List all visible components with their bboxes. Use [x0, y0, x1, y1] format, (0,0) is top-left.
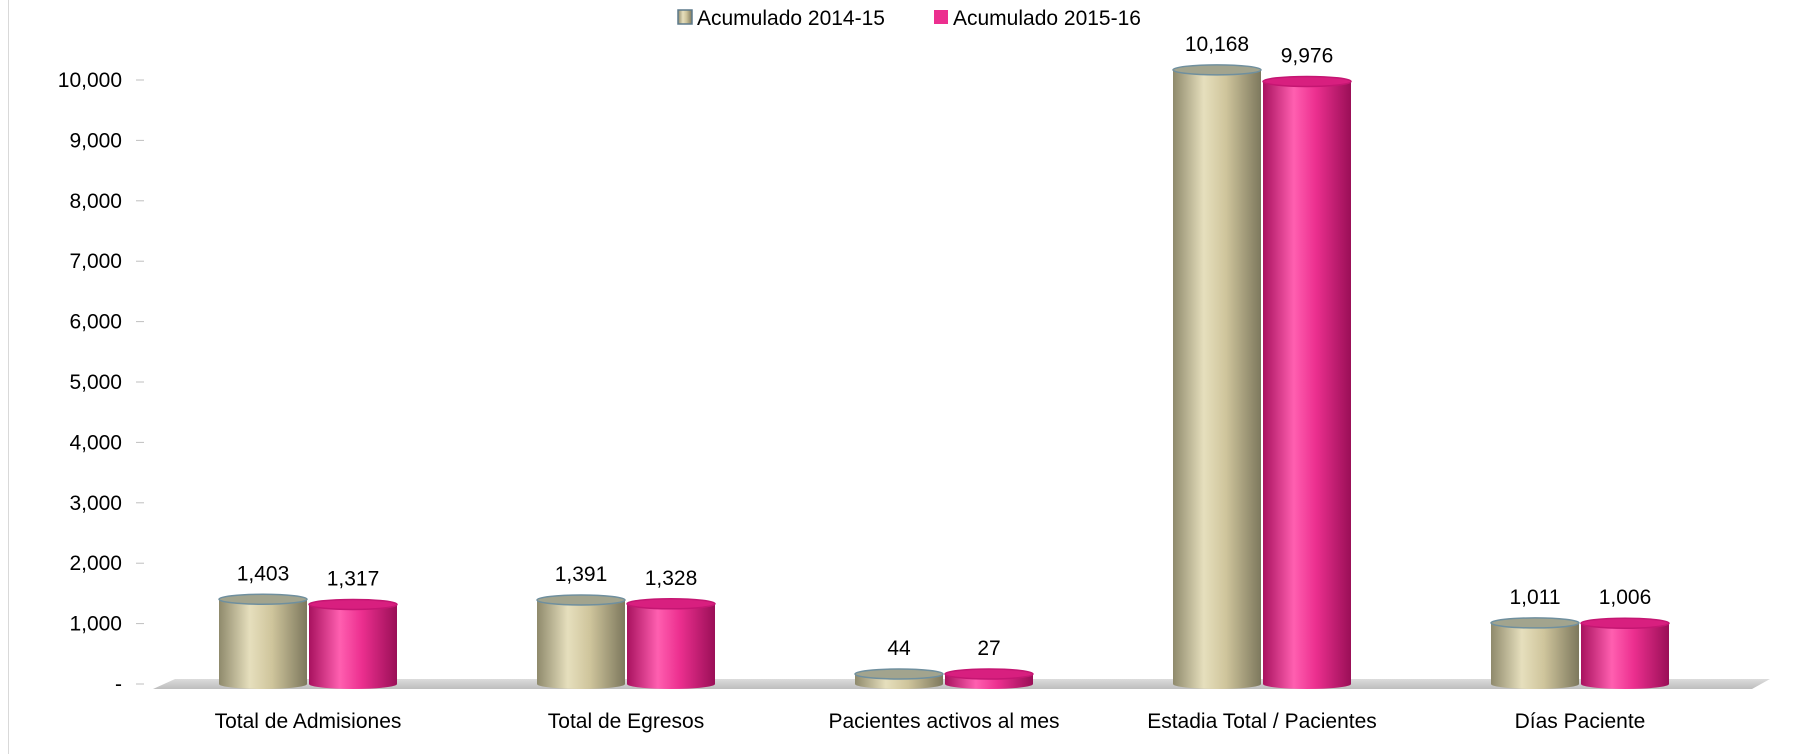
data-label: 44: [887, 637, 911, 660]
data-label: 1,328: [645, 567, 698, 590]
x-tick-label: Estadia Total / Pacientes: [1147, 710, 1377, 733]
legend-item-series-0: Acumulado 2014-15: [677, 7, 885, 30]
y-tick-label: 6,000: [69, 311, 122, 334]
y-tick-label: 3,000: [69, 492, 122, 515]
y-tick-label: 9,000: [69, 129, 122, 152]
bar: [1580, 617, 1670, 689]
y-tick-label: 2,000: [69, 552, 122, 575]
data-label: 1,317: [327, 567, 380, 590]
bar: [1490, 617, 1580, 689]
bar: [308, 598, 398, 689]
x-tick-label: Total de Egresos: [548, 710, 704, 733]
x-tick-label: Total de Admisiones: [215, 710, 402, 733]
bar-top: [1262, 75, 1352, 88]
data-label: 1,006: [1599, 586, 1652, 609]
bar: [1262, 75, 1352, 690]
bar-body: [627, 603, 715, 689]
data-label: 1,391: [555, 563, 608, 586]
legend-label-series-1: Acumulado 2015-16: [953, 7, 1141, 30]
legend-item-series-1: Acumulado 2015-16: [934, 7, 1141, 30]
bar: [854, 668, 944, 689]
bar-body: [1263, 81, 1351, 690]
bar: [626, 598, 716, 689]
y-tick-label: 5,000: [69, 371, 122, 394]
data-label: 10,168: [1185, 33, 1249, 56]
y-axis: - 1,000 2,000 3,000 4,000 5,000 6,000 7,000 8,00…: [58, 69, 144, 696]
bar-top: [536, 594, 626, 606]
data-label: 27: [977, 637, 1000, 660]
bar-body: [309, 604, 397, 689]
bar-top: [1580, 617, 1670, 629]
bar: [536, 594, 626, 689]
legend: Acumulado 2014-15 Acumulado 2015-16: [677, 7, 1141, 30]
y-tick-label: 8,000: [69, 190, 122, 213]
bar-top: [218, 593, 308, 606]
bar-body: [219, 599, 307, 689]
y-tick-label: 1,000: [69, 613, 122, 636]
x-tick-label: Pacientes activos al mes: [828, 710, 1059, 733]
legend-swatch-series-1: [934, 10, 948, 24]
legend-swatch-series-0: [677, 9, 693, 25]
bars: [218, 64, 1670, 690]
bar: [1172, 64, 1262, 690]
bar-body: [1491, 622, 1579, 689]
y-tick-label: 10,000: [58, 69, 122, 92]
bar-top: [854, 668, 944, 680]
y-tick-label: 7,000: [69, 250, 122, 273]
y-tick-label: -: [115, 673, 122, 696]
bar: [218, 593, 308, 689]
bar-body: [1173, 69, 1261, 690]
bar-top: [1172, 64, 1262, 76]
bar-top: [1490, 617, 1580, 629]
bar: [944, 668, 1034, 689]
x-axis: Total de Admisiones Total de Egresos Pacie…: [215, 710, 1646, 733]
bar-top: [308, 598, 398, 611]
x-tick-label: Días Paciente: [1515, 710, 1646, 733]
bar-body: [537, 599, 625, 689]
legend-label-series-0: Acumulado 2014-15: [697, 7, 885, 30]
bar-body: [1581, 623, 1669, 689]
bar-top: [626, 598, 716, 610]
chart-left-border: [8, 0, 9, 754]
y-tick-label: 4,000: [69, 431, 122, 454]
data-label: 9,976: [1281, 44, 1334, 67]
data-labels: 1,403 1,317 1,391 1,328 44 27 10,168 9,976 1,011…: [237, 33, 1652, 660]
data-label: 1,011: [1510, 586, 1561, 609]
bar-top: [944, 668, 1034, 680]
data-label: 1,403: [237, 562, 290, 585]
